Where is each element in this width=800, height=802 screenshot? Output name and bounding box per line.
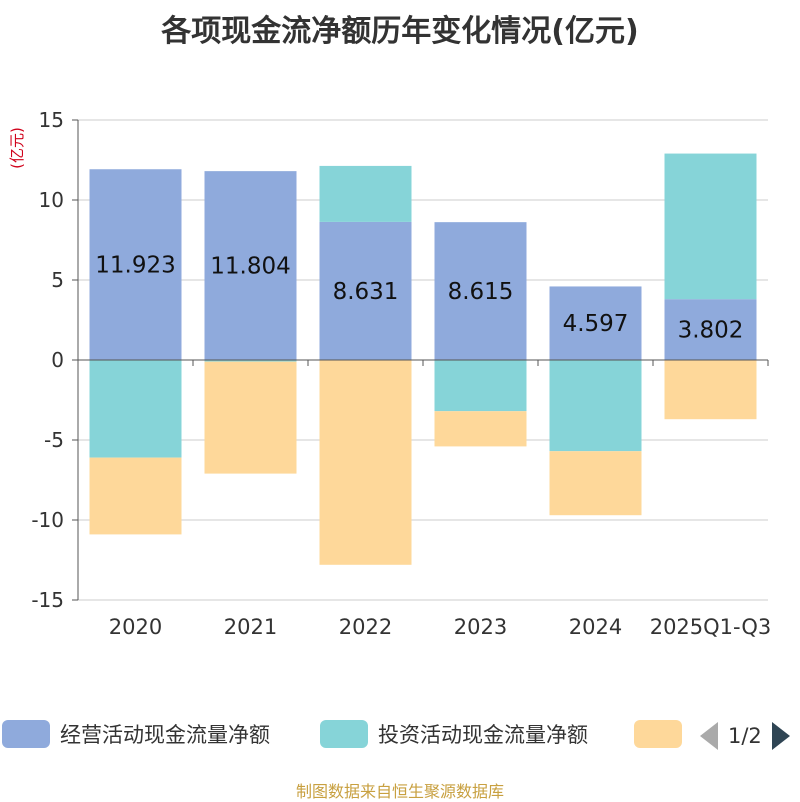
y-tick-label: -10 <box>31 508 64 532</box>
y-tick-label: 5 <box>51 268 64 292</box>
bar-investing <box>434 360 527 412</box>
source-note: 制图数据来自恒生聚源数据库 <box>295 782 504 801</box>
bar-investing <box>549 360 642 452</box>
bar-operating <box>319 221 412 360</box>
legend-item-financing[interactable] <box>634 718 682 750</box>
legend-prev-page-icon[interactable] <box>700 722 718 750</box>
axis-layer: 15 10 5 0 -5 -10 -15 2020 2021 2022 2023 2024 2025Q1… <box>31 108 771 639</box>
legend-swatch-operating <box>2 720 50 748</box>
x-tick-label: 2020 <box>109 615 162 639</box>
legend-label-operating: 经营活动现金流量净额 <box>60 723 270 747</box>
legend: 经营活动现金流量净额 投资活动现金流量净额 1/2 <box>0 716 800 756</box>
bar-investing <box>664 153 757 300</box>
legend-item-investing[interactable]: 投资活动现金流量净额 <box>320 718 588 750</box>
y-tick-label: 10 <box>39 188 64 212</box>
bar-investing <box>204 360 297 362</box>
bar-operating <box>549 286 642 360</box>
x-tick-label: 2023 <box>454 615 507 639</box>
bar-investing <box>89 360 182 458</box>
data-label: 8.615 <box>448 279 514 305</box>
legend-swatch-financing <box>634 720 682 748</box>
bar-operating <box>204 171 297 360</box>
bar-financing <box>434 411 527 447</box>
bar-operating <box>89 169 182 360</box>
bar-financing <box>319 360 412 565</box>
y-tick-label: -15 <box>31 588 64 612</box>
legend-page-indicator: 1/2 <box>728 724 762 748</box>
legend-label-investing: 投资活动现金流量净额 <box>378 723 588 747</box>
bar-financing <box>549 451 642 516</box>
data-label: 3.802 <box>678 318 744 344</box>
bar-financing <box>204 361 297 474</box>
label-layer: 11.923 11.804 8.631 8.615 4.597 3.802 <box>95 253 743 344</box>
bar-financing <box>664 360 757 420</box>
bar-operating <box>434 222 527 360</box>
bar-financing <box>89 457 182 535</box>
bar-investing <box>319 165 412 222</box>
legend-item-operating[interactable]: 经营活动现金流量净额 <box>2 718 270 750</box>
y-axis-unit-label: (亿元) <box>8 127 26 169</box>
bar-operating <box>664 299 757 360</box>
y-tick-label: 0 <box>51 348 64 372</box>
x-tick-label: 2025Q1-Q3 <box>650 615 772 639</box>
data-label: 8.631 <box>333 279 399 305</box>
bar-layer <box>89 153 757 565</box>
legend-pager: 1/2 <box>700 720 790 752</box>
data-label: 4.597 <box>563 311 629 337</box>
legend-next-page-icon[interactable] <box>771 722 790 750</box>
y-tick-label: -5 <box>44 428 64 452</box>
x-tick-label: 2021 <box>224 615 277 639</box>
x-tick-label: 2024 <box>569 615 622 639</box>
data-label: 11.804 <box>210 254 290 280</box>
y-tick-label: 15 <box>39 108 64 132</box>
chart-title: 各项现金流净额历年变化情况(亿元) <box>161 14 639 49</box>
data-label: 11.923 <box>95 253 175 279</box>
x-tick-label: 2022 <box>339 615 392 639</box>
legend-swatch-investing <box>320 720 368 748</box>
